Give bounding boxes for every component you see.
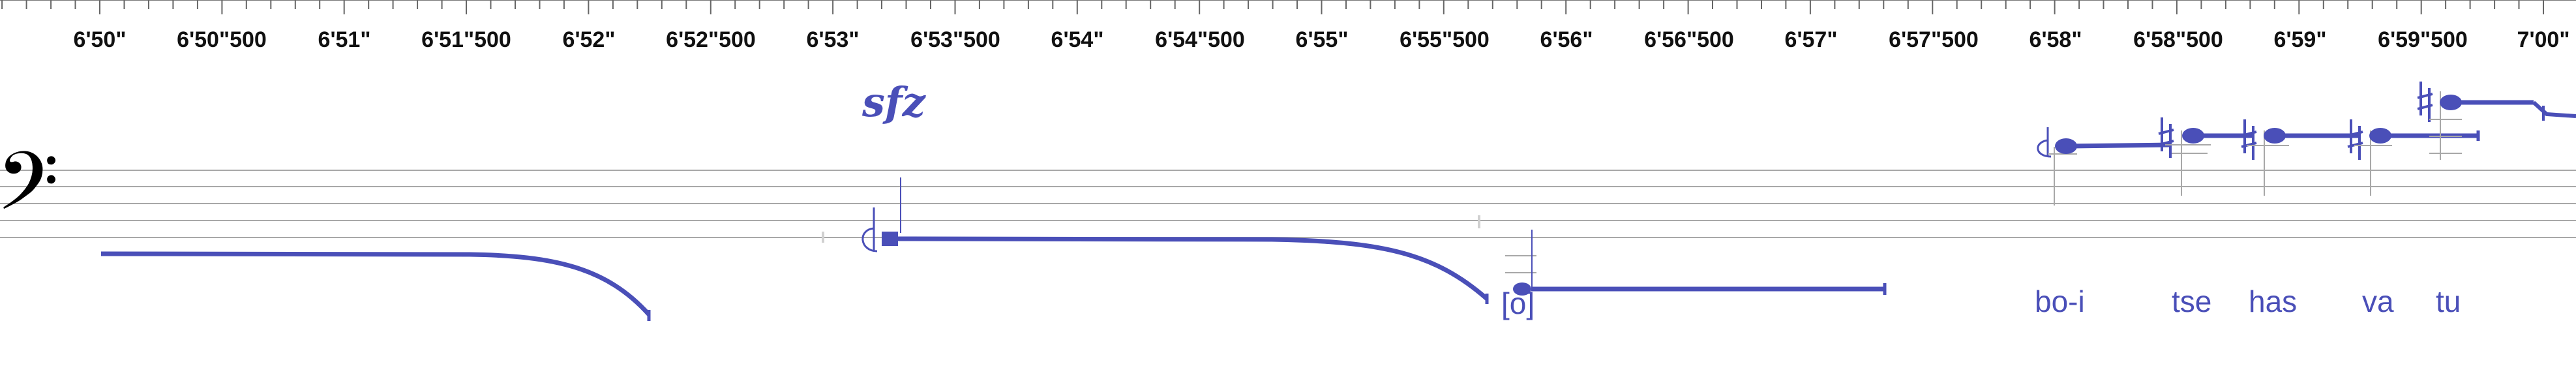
ruler-ticks <box>1 0 2544 14</box>
tick-label-11: 6'55"500 <box>1400 27 1490 52</box>
tick-label-18: 6'59" <box>2274 27 2327 52</box>
note-duration-line-1 <box>100 251 651 321</box>
phrase-note-4[interactable] <box>2347 119 2480 196</box>
glissando-line <box>2532 100 2576 118</box>
tick-label-9: 6'54"500 <box>1155 27 1245 52</box>
notehead-icon <box>1513 282 1531 296</box>
lyric-syllable-1: bo-i <box>2035 284 2085 318</box>
tick-label-20: 7'00" <box>2517 27 2570 52</box>
tick-label-19: 6'59"500 <box>2378 27 2468 52</box>
phrase-notes <box>2037 82 2576 206</box>
tick-label-10: 6'55" <box>1296 27 1349 52</box>
tick-label-15: 6'57"500 <box>1889 27 1979 52</box>
duration-line <box>2067 142 2172 149</box>
time-ruler: 6'50" 6'50"500 6'51" 6'51"500 6'52" 6'52… <box>0 0 2576 52</box>
natural-sign-icon <box>2347 119 2363 160</box>
tick-label-2: 6'51" <box>318 27 371 52</box>
natural-sign-icon <box>2241 119 2257 160</box>
phrase-note-5[interactable] <box>2417 82 2576 160</box>
lyrics: bo-i tse has va tu <box>2035 284 2461 318</box>
natural-sign-icon <box>2417 82 2433 122</box>
duration-line <box>897 236 1489 301</box>
tick-label-8: 6'54" <box>1051 27 1104 52</box>
grace-mark-icon <box>861 207 878 252</box>
lyric-syllable-3: has <box>2249 284 2297 318</box>
natural-sign-icon <box>2158 117 2174 158</box>
tick-label-17: 6'58"500 <box>2133 27 2223 52</box>
notehead-icon <box>2369 128 2391 144</box>
tick-label-16: 6'58" <box>2029 27 2082 52</box>
tick-label-3: 6'51"500 <box>421 27 511 52</box>
bass-clef-icon: 𝄢 <box>0 135 59 249</box>
note-2[interactable] <box>861 177 1489 304</box>
ruler-labels: 6'50" 6'50"500 6'51" 6'51"500 6'52" 6'52… <box>74 27 2570 52</box>
tick-label-13: 6'56"500 <box>1644 27 1734 52</box>
note-3[interactable]: [o] <box>1501 230 1887 320</box>
grace-mark-icon <box>2037 127 2052 158</box>
lyric-syllable-2: tse <box>2172 284 2211 318</box>
duration-line <box>100 251 651 316</box>
notehead-icon <box>2055 138 2077 154</box>
phrase-note-3[interactable] <box>2241 119 2361 196</box>
tick-label-12: 6'56" <box>1540 27 1593 52</box>
phrase-note-1[interactable] <box>2037 127 2172 206</box>
tick-label-1: 6'50"500 <box>177 27 267 52</box>
tick-label-14: 6'57" <box>1785 27 1838 52</box>
notehead-icon <box>2182 128 2204 144</box>
dynamic-marking: sfz <box>861 78 927 126</box>
tick-label-7: 6'53"500 <box>910 27 1000 52</box>
phrase-note-2[interactable] <box>2158 117 2253 196</box>
notehead-icon <box>2440 95 2462 110</box>
tick-label-4: 6'52" <box>563 27 616 52</box>
tick-label-6: 6'53" <box>807 27 860 52</box>
notehead-icon <box>2264 128 2286 144</box>
bass-staff: 𝄢 <box>0 135 2576 249</box>
lyric-syllable-4: va <box>2362 284 2394 318</box>
tick-label-5: 6'52"500 <box>666 27 756 52</box>
lyric-syllable-5: tu <box>2436 284 2461 318</box>
tick-label-0: 6'50" <box>74 27 127 52</box>
square-notehead-icon <box>882 232 898 246</box>
